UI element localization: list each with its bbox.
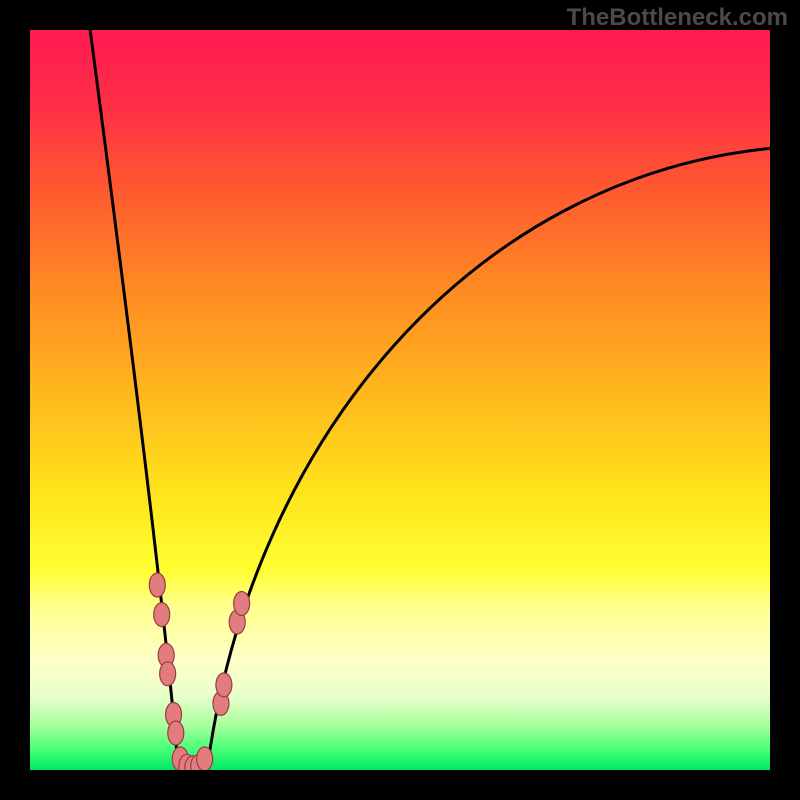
data-marker	[168, 721, 184, 745]
watermark-text: TheBottleneck.com	[567, 4, 788, 32]
data-marker	[234, 592, 250, 616]
data-marker	[216, 673, 232, 697]
data-marker	[154, 603, 170, 627]
data-marker	[149, 573, 165, 597]
chart-frame: TheBottleneck.com	[0, 0, 800, 800]
data-marker	[160, 662, 176, 686]
bottleneck-v-curve-chart	[0, 0, 800, 800]
data-marker	[197, 747, 213, 771]
